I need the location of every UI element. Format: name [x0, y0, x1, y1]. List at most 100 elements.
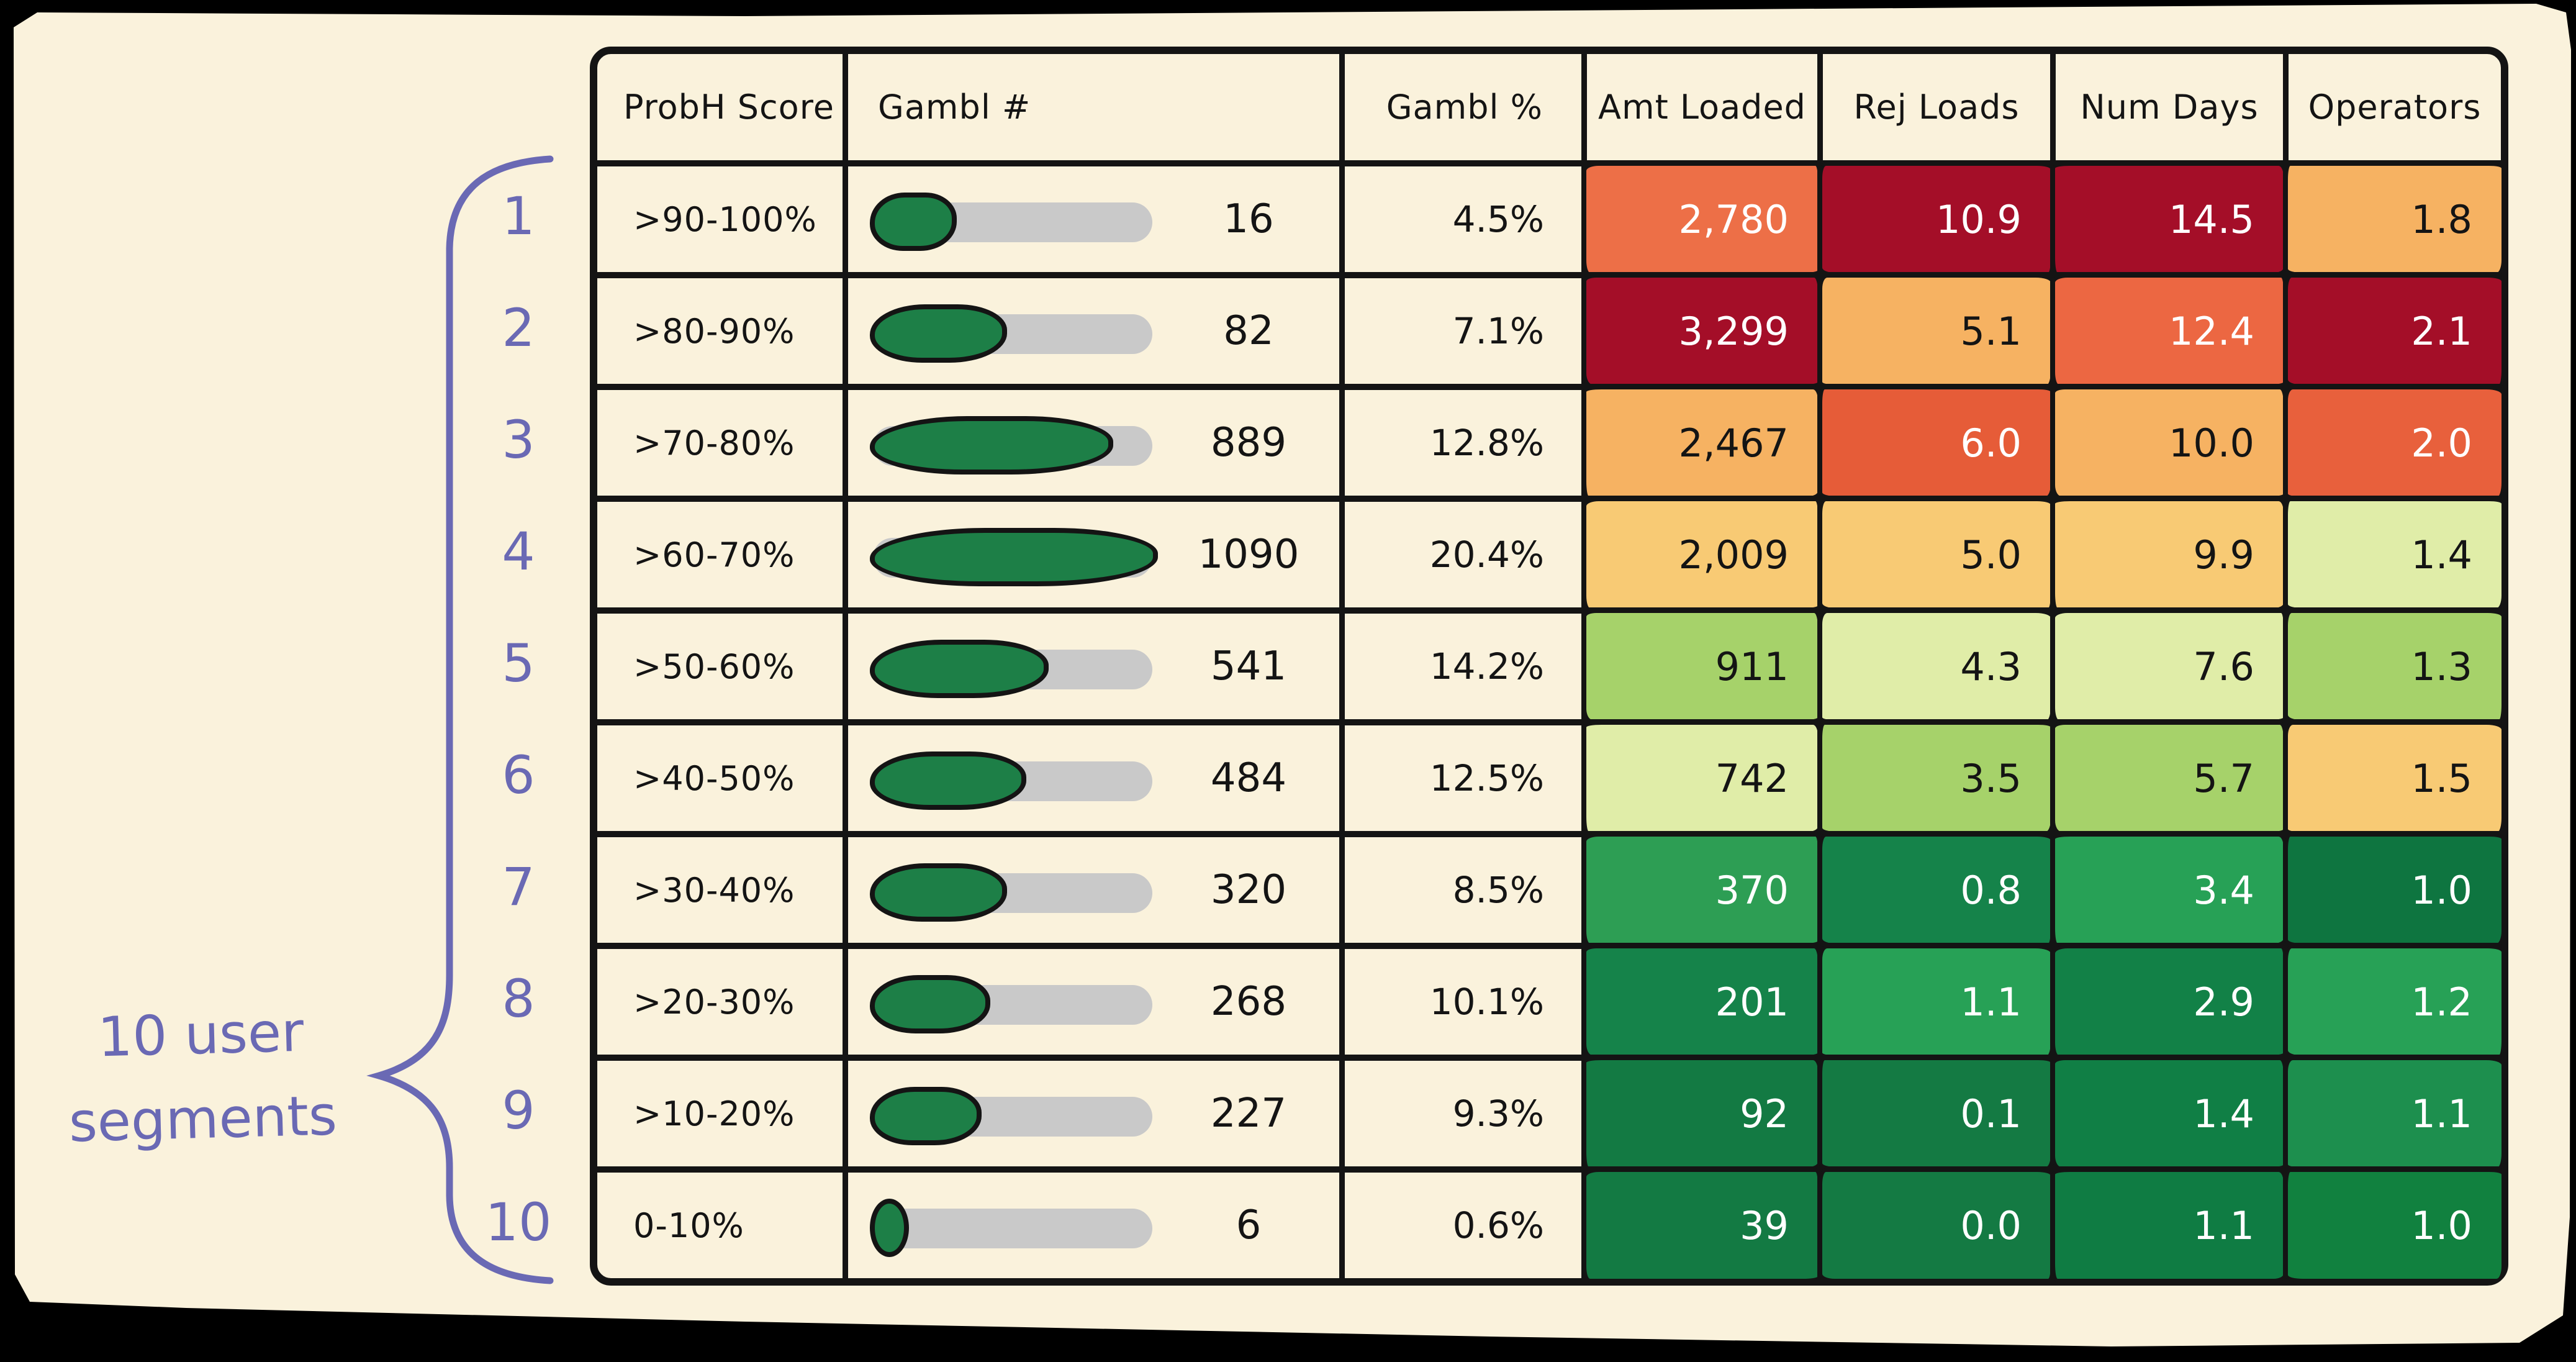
rej-loads-value: 5.1 — [1960, 308, 2022, 354]
rej-loads-value: 3.5 — [1960, 755, 2022, 801]
amt-loaded-value: 2,467 — [1678, 420, 1789, 466]
amt-loaded-cell: 2,009 — [1581, 496, 1822, 612]
num-days-value: 9.9 — [2193, 532, 2254, 578]
amt-loaded-value: 742 — [1715, 755, 1789, 801]
gambl-pct-value: 14.2% — [1429, 645, 1544, 688]
gambl-pct-cell: 7.1% — [1339, 272, 1581, 384]
rej-loads-cell: 5.1 — [1817, 272, 2054, 388]
gambl-count-value: 82 — [1223, 308, 1274, 354]
amt-loaded-value: 2,780 — [1678, 196, 1789, 242]
amt-loaded-cell: 3,299 — [1581, 272, 1822, 388]
num-days-cell: 2.9 — [2050, 943, 2287, 1059]
gambl-count-cell: 227 — [843, 1055, 1339, 1166]
rej-loads-value: 10.9 — [1935, 196, 2022, 242]
heat-fill — [1583, 274, 1822, 388]
amt-loaded-value: 92 — [1740, 1091, 1789, 1137]
gambl-count-value: 889 — [1210, 420, 1287, 466]
num-days-cell: 7.6 — [2050, 607, 2287, 724]
prob-score-cell: >20-30% — [597, 943, 843, 1055]
operators-cell: 1.3 — [2283, 607, 2505, 724]
rej-loads-value: 5.0 — [1960, 532, 2022, 578]
operators-cell: 1.4 — [2283, 496, 2505, 612]
operators-value: 1.0 — [2411, 1202, 2472, 1248]
gambl-bar-track — [870, 975, 1152, 1033]
row-number: 7 — [502, 856, 535, 917]
heat-fill — [2284, 1168, 2505, 1283]
prob-score-cell: 0-10% — [597, 1166, 843, 1278]
gambl-pct-value: 4.5% — [1452, 198, 1544, 240]
prob-score-value: >90-100% — [633, 199, 817, 239]
heat-fill — [2051, 1168, 2287, 1283]
num-days-cell: 1.1 — [2050, 1166, 2287, 1283]
heat-fill — [2051, 1056, 2287, 1171]
gambl-bar-fill — [870, 416, 1113, 474]
gambl-count-cell: 889 — [843, 384, 1339, 496]
heat-fill — [1819, 721, 2054, 835]
gambl-bar-fill — [870, 640, 1049, 698]
gambl-pct-value: 10.1% — [1429, 981, 1544, 1023]
row-number: 10 — [485, 1192, 552, 1253]
user-segments-table: ProbH Score Gambl # Gambl % Amt Loaded R… — [590, 47, 2508, 1286]
prob-score-cell: >80-90% — [597, 272, 843, 384]
gambl-count-cell: 541 — [843, 607, 1339, 719]
gambl-bar-fill — [870, 304, 1007, 363]
gambl-count-cell: 484 — [843, 719, 1339, 831]
amt-loaded-value: 370 — [1715, 867, 1789, 913]
gambl-bar-fill — [870, 751, 1026, 810]
amt-loaded-cell: 911 — [1581, 607, 1822, 724]
gambl-count-value: 320 — [1210, 867, 1287, 913]
gambl-count-value: 6 — [1236, 1202, 1262, 1248]
operators-value: 1.3 — [2411, 643, 2472, 689]
heat-fill — [1819, 609, 2054, 724]
heat-fill — [2051, 497, 2287, 612]
heat-fill — [1819, 497, 2054, 612]
prob-score-value: >10-20% — [633, 1094, 795, 1133]
row-number: 8 — [502, 968, 535, 1029]
row-number: 2 — [502, 297, 535, 358]
heat-fill — [1583, 945, 1822, 1059]
rej-loads-cell: 6.0 — [1817, 384, 2054, 500]
row-number: 6 — [502, 745, 535, 806]
operators-cell: 2.0 — [2283, 384, 2505, 500]
rej-loads-value: 6.0 — [1960, 420, 2022, 466]
gambl-bar-track — [870, 304, 1152, 363]
prob-score-cell: >50-60% — [597, 607, 843, 719]
amt-loaded-cell: 370 — [1581, 831, 1822, 947]
operators-cell: 1.0 — [2283, 1166, 2505, 1283]
header-amt-loaded: Amt Loaded — [1581, 54, 1817, 160]
amt-loaded-value: 2,009 — [1678, 532, 1789, 578]
operators-cell: 1.2 — [2283, 943, 2505, 1059]
gambl-bar-track — [870, 751, 1152, 810]
operators-value: 1.1 — [2411, 1091, 2472, 1137]
num-days-cell: 14.5 — [2050, 160, 2287, 276]
gambl-bar-fill — [870, 863, 1007, 922]
prob-score-cell: >70-80% — [597, 384, 843, 496]
gambl-pct-cell: 12.5% — [1339, 719, 1581, 831]
gambl-pct-cell: 14.2% — [1339, 607, 1581, 719]
heat-fill — [2284, 833, 2505, 947]
operators-value: 1.8 — [2411, 196, 2472, 242]
header-prob-score: ProbH Score — [623, 88, 834, 127]
gambl-pct-value: 0.6% — [1452, 1204, 1544, 1246]
rej-loads-cell: 10.9 — [1817, 160, 2054, 276]
num-days-cell: 1.4 — [2050, 1055, 2287, 1171]
segments-annotation-line2: segments — [68, 1083, 338, 1155]
num-days-value: 5.7 — [2193, 755, 2254, 801]
prob-score-cell: >40-50% — [597, 719, 843, 831]
gambl-count-value: 16 — [1223, 196, 1274, 242]
num-days-value: 2.9 — [2193, 979, 2254, 1025]
gambl-count-value: 1090 — [1198, 532, 1299, 578]
rej-loads-cell: 0.8 — [1817, 831, 2054, 947]
gambl-pct-cell: 0.6% — [1339, 1166, 1581, 1278]
heat-fill — [2284, 609, 2505, 724]
row-number: 1 — [502, 186, 535, 247]
gambl-count-cell: 1090 — [843, 496, 1339, 607]
prob-score-value: >50-60% — [633, 647, 795, 686]
heat-fill — [2284, 945, 2505, 1059]
operators-value: 1.2 — [2411, 979, 2472, 1025]
prob-score-value: >30-40% — [633, 870, 795, 910]
heat-fill — [2051, 945, 2287, 1059]
gambl-bar-track — [870, 193, 1152, 251]
